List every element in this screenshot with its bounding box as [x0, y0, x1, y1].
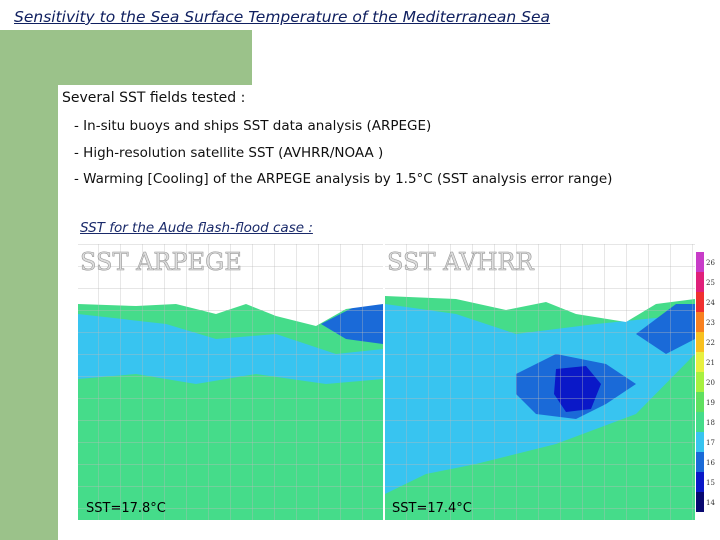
colorbar-swatch	[696, 492, 704, 512]
colorbar-swatch	[696, 392, 704, 412]
bullet: - High-resolution satellite SST (AVHRR/N…	[74, 145, 384, 161]
intro: Several SST fields tested :	[62, 90, 246, 106]
colorbar-label: 19	[706, 399, 715, 407]
colorbar-swatch	[696, 452, 704, 472]
colorbar-label: 14	[706, 499, 715, 507]
colorbar-swatch	[696, 412, 704, 432]
colorbar-label: 18	[706, 419, 715, 427]
colorbar-swatch	[696, 252, 704, 272]
map-caption: SST=17.8°C	[86, 501, 166, 516]
colorbar-swatch	[696, 472, 704, 492]
colorbar: 26 25 24 23 22 21 20 19 18 17 16 15 14	[696, 252, 715, 512]
bullet: - In-situ buoys and ships SST data analy…	[74, 118, 432, 134]
colorbar-label: 25	[706, 279, 715, 287]
colorbar-swatch	[696, 292, 704, 312]
map-caption: SST=17.4°C	[392, 501, 472, 516]
map-arpege: SST ARPEGE SST=17.8°C	[78, 244, 383, 520]
maps: SST ARPEGE SST=17.8°C SST AVHRR SST=17.4…	[78, 244, 715, 520]
map-label: SST AVHRR	[387, 248, 535, 276]
colorbar-label: 23	[706, 319, 715, 327]
decor-strip	[0, 30, 58, 540]
colorbar-swatch	[696, 372, 704, 392]
colorbar-swatch	[696, 432, 704, 452]
colorbar-label: 17	[706, 439, 715, 447]
colorbar-label: 21	[706, 359, 715, 367]
colorbar-label: 26	[706, 259, 715, 267]
title: Sensitivity to the Sea Surface Temperatu…	[14, 8, 551, 26]
colorbar-swatch	[696, 312, 704, 332]
map-avhrr: SST AVHRR SST=17.4°C	[385, 244, 695, 520]
colorbar-swatch	[696, 272, 704, 292]
colorbar-swatch	[696, 332, 704, 352]
colorbar-label: 22	[706, 339, 715, 347]
colorbar-label: 24	[706, 299, 715, 307]
map-label: SST ARPEGE	[80, 248, 242, 276]
bullet: - Warming [Cooling] of the ARPEGE analys…	[74, 171, 613, 187]
subtitle: SST for the Aude flash-flood case :	[80, 220, 313, 236]
colorbar-label: 16	[706, 459, 715, 467]
colorbar-label: 20	[706, 379, 715, 387]
colorbar-swatch	[696, 352, 704, 372]
colorbar-label: 15	[706, 479, 715, 487]
